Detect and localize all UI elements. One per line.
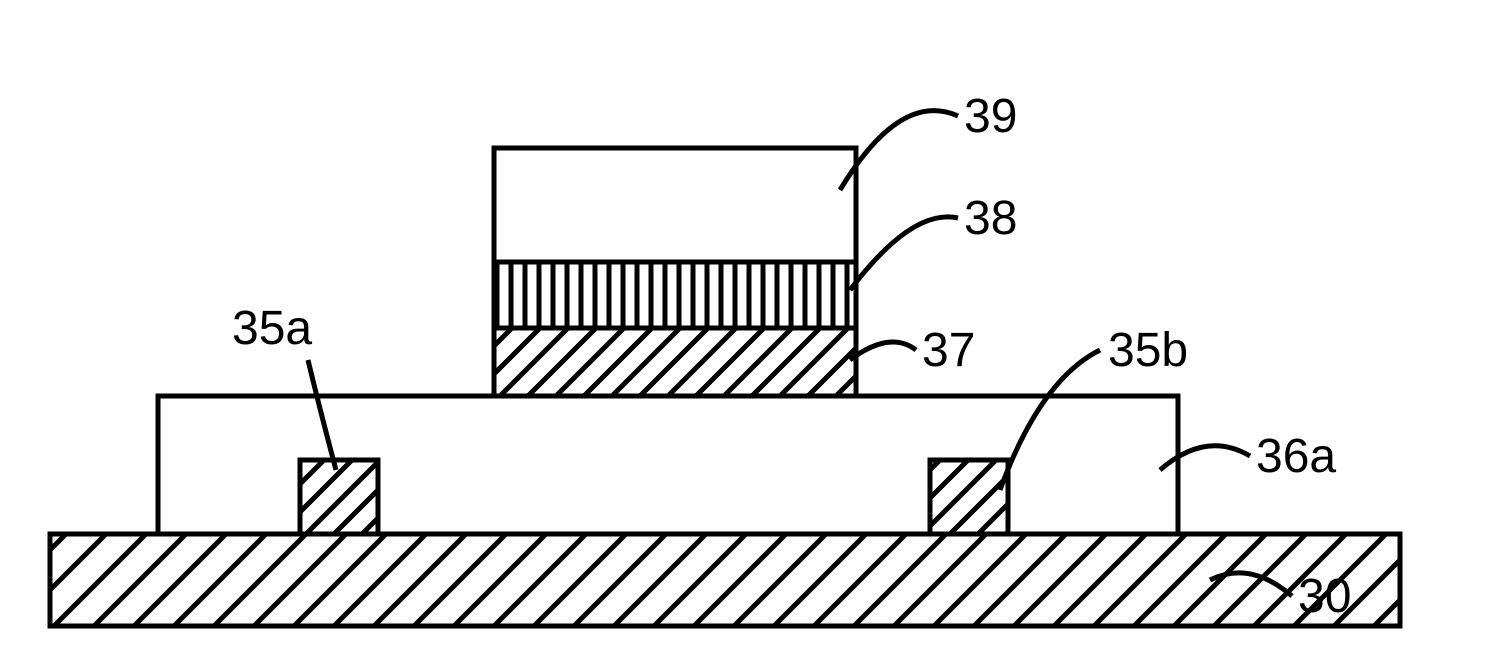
cross-section-diagram: 39 38 37 35b 36a 30 35a <box>0 0 1494 671</box>
label-37: 37 <box>922 324 975 377</box>
layer-38 <box>494 262 856 328</box>
label-30: 30 <box>1298 570 1351 623</box>
leader-38 <box>850 217 958 290</box>
leader-37 <box>850 342 916 360</box>
label-35a: 35a <box>232 302 312 355</box>
label-36a: 36a <box>1256 430 1336 483</box>
label-38: 38 <box>964 192 1017 245</box>
block-35b <box>930 460 1008 534</box>
layer-30-substrate <box>50 534 1400 626</box>
label-35b: 35b <box>1108 324 1188 377</box>
layer-39 <box>494 148 856 262</box>
layer-37 <box>494 328 856 396</box>
block-35a <box>300 460 378 534</box>
label-39: 39 <box>964 90 1017 143</box>
